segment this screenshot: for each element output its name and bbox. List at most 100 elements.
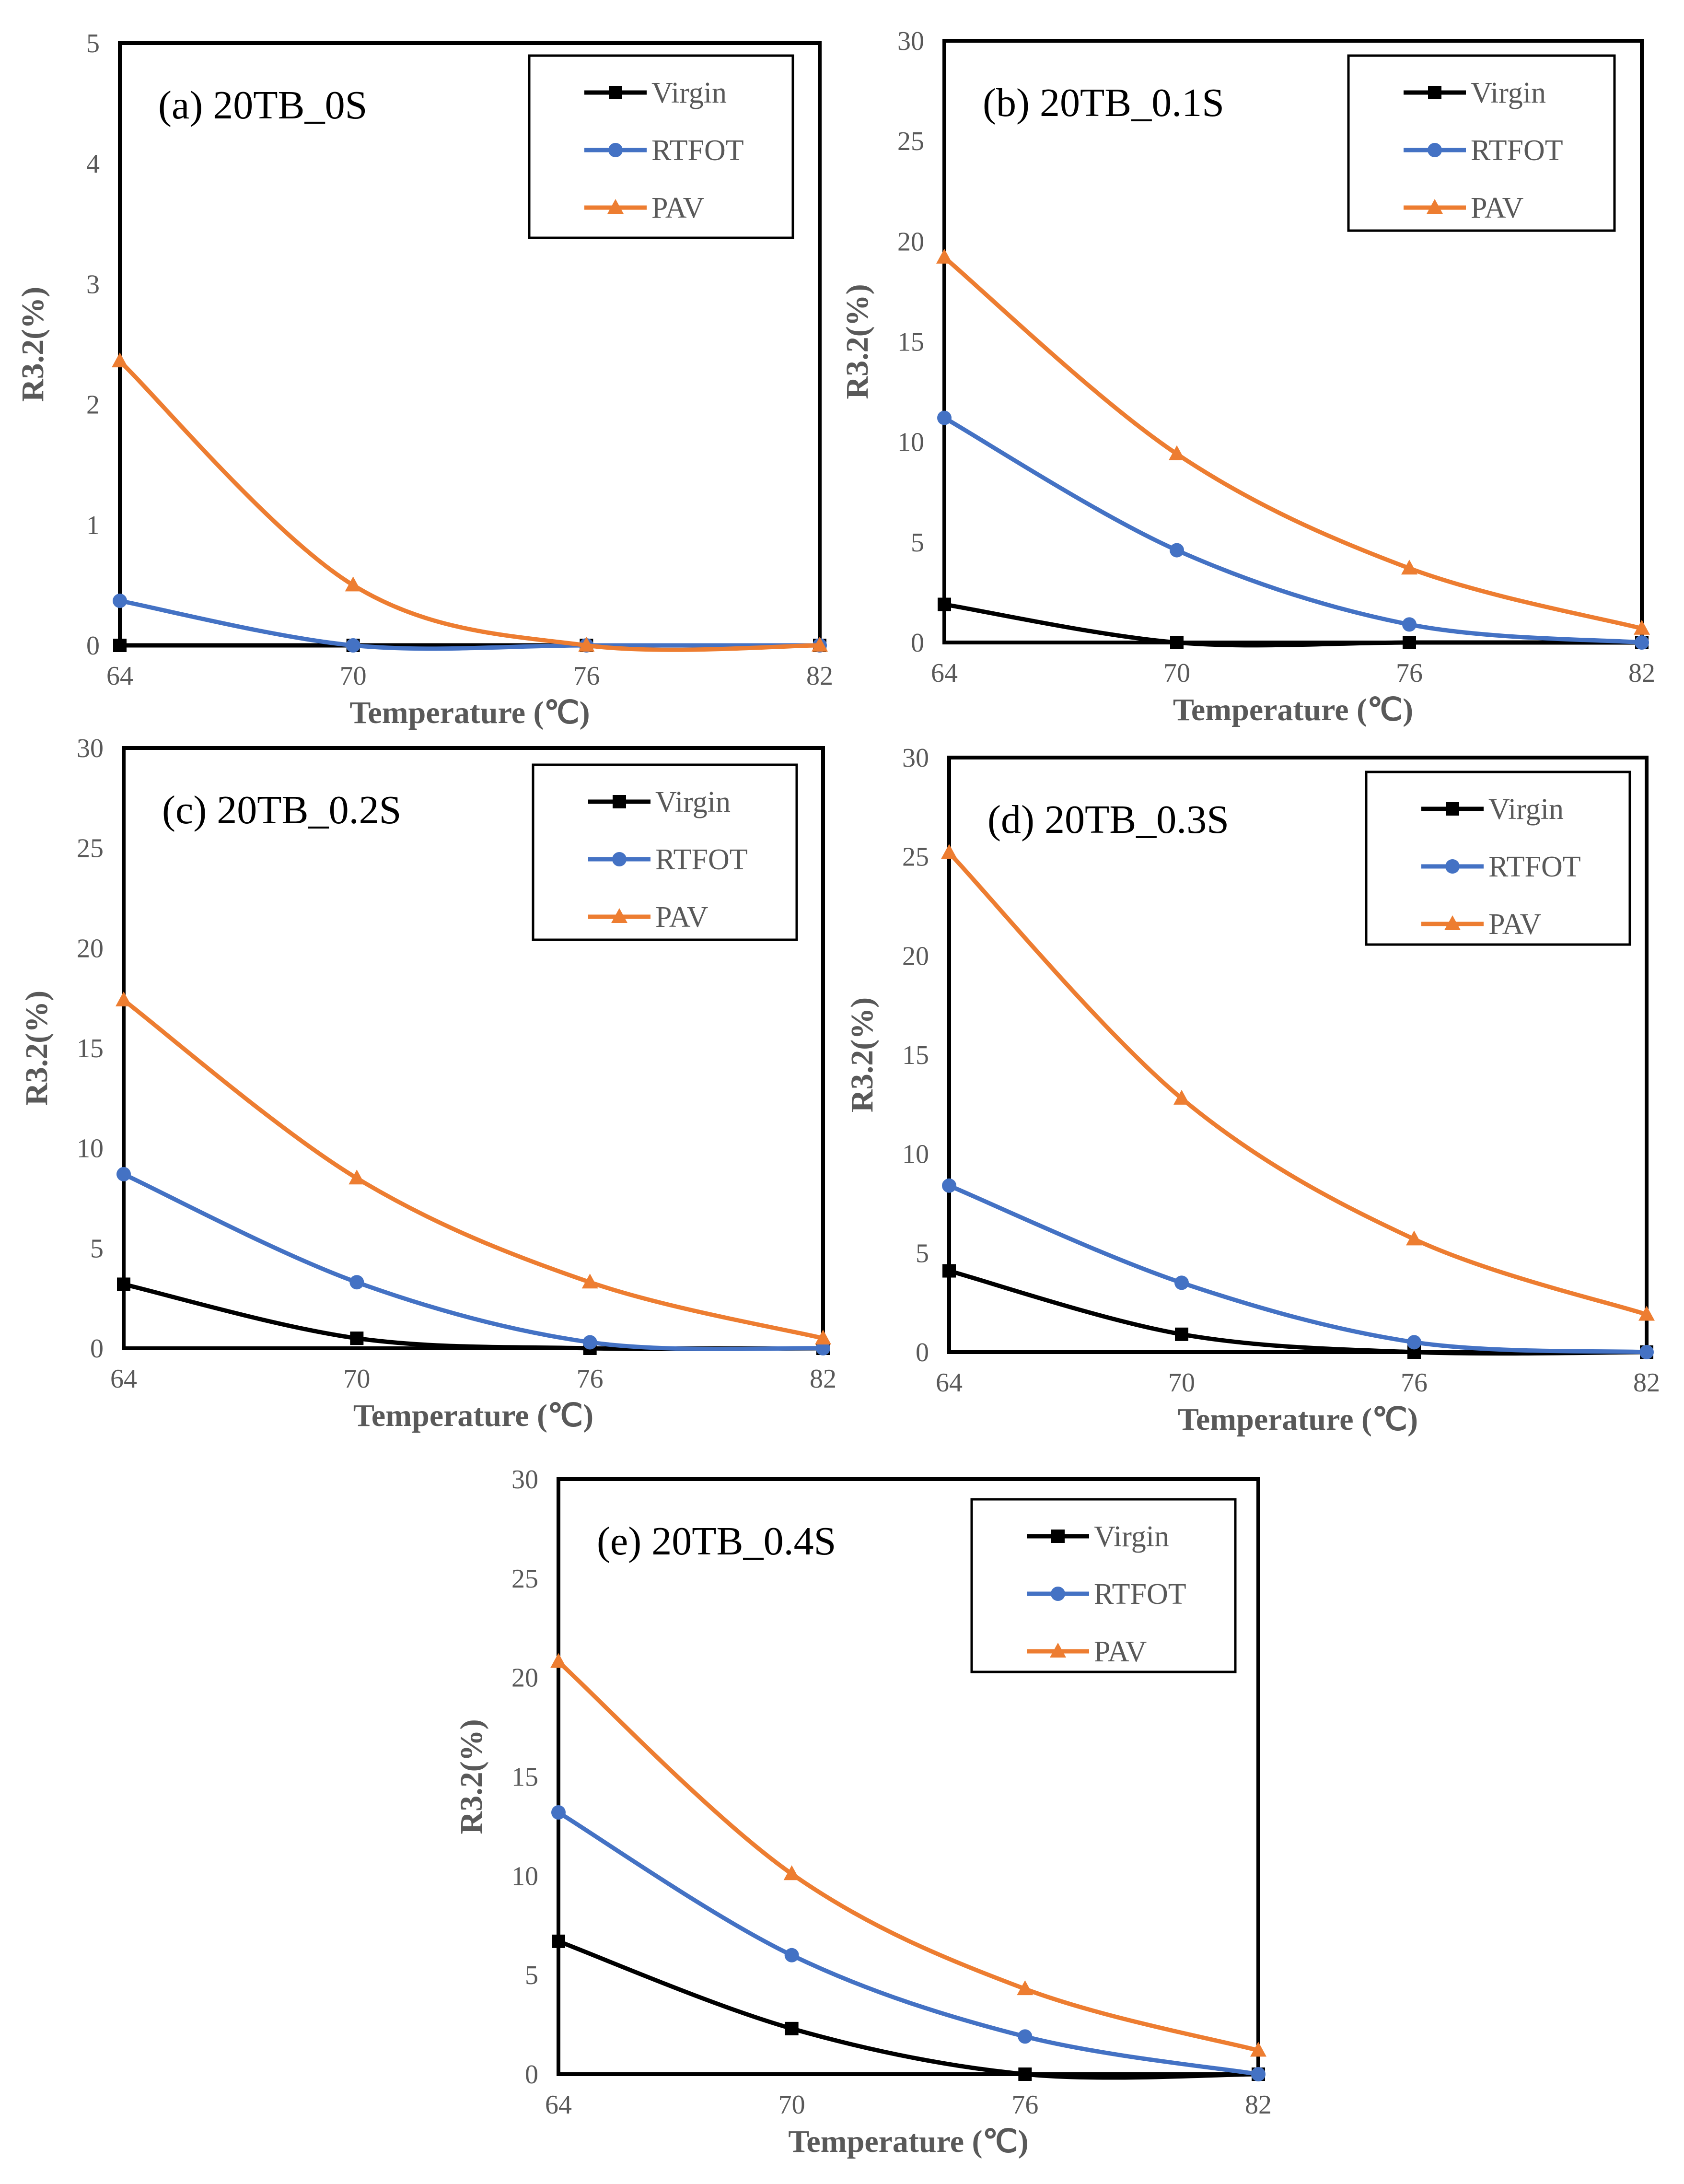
chart-title: (b) 20TB_0.1S [983,81,1224,125]
legend-label-virgin: Virgin [1094,1520,1169,1553]
y-axis-title: R3.2(%) [19,991,54,1106]
x-tick-label: 64 [936,1368,963,1398]
legend-label-pav: PAV [655,901,708,934]
data-point-pav [815,1330,831,1345]
x-tick-label: 76 [1396,658,1423,688]
series-line-rtfot [123,1172,824,1352]
x-tick-label: 70 [343,1364,370,1394]
x-tick-label: 82 [1628,658,1655,688]
data-point-virgin [1018,2067,1032,2081]
data-point-pav [112,352,128,368]
y-tick-label: 20 [77,934,104,963]
data-point-virgin [938,597,951,611]
y-tick-label: 15 [897,327,924,357]
y-tick-label: 4 [86,149,100,179]
y-tick-label: 25 [511,1564,538,1594]
series-line-rtfot [948,1183,1647,1355]
data-point-pav [1638,1306,1655,1321]
data-point-rtfot [1402,617,1417,632]
legend-box [1347,54,1616,232]
data-point-pav [812,637,828,652]
series-line-pav [943,256,1643,631]
legend-marker-virgin [1051,1530,1065,1543]
plot-area-frame [947,756,1649,1354]
legend-label-rtfot: RTFOT [651,134,744,167]
data-point-virgin [1170,636,1184,649]
series-line-pav [122,998,824,1341]
x-axis-title: Temperature (℃) [353,1398,593,1433]
y-tick-label: 0 [525,2060,538,2090]
x-tick-label: 76 [1401,1368,1428,1398]
legend-marker-virgin [1446,802,1459,816]
data-point-rtfot [1018,2029,1033,2044]
series-line-virgin [948,1269,1647,1356]
legend-marker-pav [611,908,627,923]
series-line-rtfot [557,1810,1259,2077]
data-point-rtfot [942,1178,956,1193]
legend-marker-rtfot [1051,1587,1065,1601]
data-point-virgin [113,639,127,652]
data-point-rtfot [116,1167,131,1181]
x-tick-label: 76 [577,1364,604,1394]
y-tick-label: 2 [86,390,100,420]
legend-marker-rtfot [612,852,627,866]
legend-marker-rtfot [608,143,623,157]
data-point-rtfot [937,410,952,425]
legend-box [532,763,798,941]
y-tick-label: 20 [902,941,929,971]
legend-label-pav: PAV [651,192,705,224]
chart-panel-c: 0 5 10 15 20 25 30 64 70 76 82 Temperature (℃) R3.2(… [19,734,836,1433]
legend-label-virgin: Virgin [651,77,727,109]
data-point-virgin [785,2021,799,2035]
chart-panel-e: 0 5 10 15 20 25 30 64 70 76 82 Temperature (℃) R3.2(… [454,1465,1272,2159]
data-point-pav [1406,1230,1422,1246]
y-tick-label: 0 [90,1334,104,1364]
y-tick-label: 20 [897,227,924,257]
series-line-virgin [944,602,1642,648]
y-tick-label: 30 [77,734,104,763]
legend-marker-virgin [613,795,626,808]
data-point-pav [578,637,595,652]
plot-area-frame [942,39,1644,644]
legend-label-virgin: Virgin [655,786,731,818]
x-tick-label: 82 [810,1364,836,1394]
data-point-pav [936,248,952,264]
series-line-pav [947,851,1648,1317]
y-tick-label: 15 [902,1040,929,1070]
legend-marker-pav [1050,1643,1066,1658]
x-tick-label: 76 [1011,2090,1038,2120]
data-point-virgin [1403,636,1416,649]
chart-title: (c) 20TB_0.2S [162,788,401,832]
data-point-rtfot [551,1805,566,1820]
data-point-rtfot [1170,543,1184,558]
data-point-rtfot [1251,2067,1266,2081]
series-line-rtfot [119,598,820,651]
y-tick-label: 1 [86,511,100,540]
data-point-rtfot [1174,1275,1189,1290]
y-axis-title: R3.2(%) [454,1719,489,1834]
y-tick-label: 5 [90,1234,104,1263]
series-line-pav [557,1660,1259,2053]
legend-marker-pav [607,199,624,214]
data-point-pav [1017,1980,1034,1996]
y-tick-label: 30 [511,1465,538,1495]
x-axis-title: Temperature (℃) [1178,1402,1418,1437]
x-tick-label: 76 [573,661,600,691]
x-tick-label: 70 [1163,658,1190,688]
data-point-rtfot [1407,1335,1421,1350]
x-tick-label: 70 [778,2090,805,2120]
data-point-rtfot [349,1275,364,1290]
series-line-pav [118,359,820,652]
data-point-pav [1401,560,1417,575]
y-tick-label: 5 [911,528,924,558]
chart-panel-b: 0 5 10 15 20 25 30 64 70 76 82 Temperature (℃) R3.2(… [840,26,1655,727]
series-line-virgin [557,1939,1259,2080]
chart-title: (d) 20TB_0.3S [987,797,1229,842]
y-tick-label: 10 [77,1134,104,1164]
y-axis-title: R3.2(%) [845,997,880,1112]
plot-area-frame [557,1477,1260,2076]
legend-label-pav: PAV [1471,192,1524,224]
legend-marker-rtfot [1445,859,1460,874]
y-tick-label: 10 [902,1140,929,1169]
series-line-rtfot [943,416,1642,645]
